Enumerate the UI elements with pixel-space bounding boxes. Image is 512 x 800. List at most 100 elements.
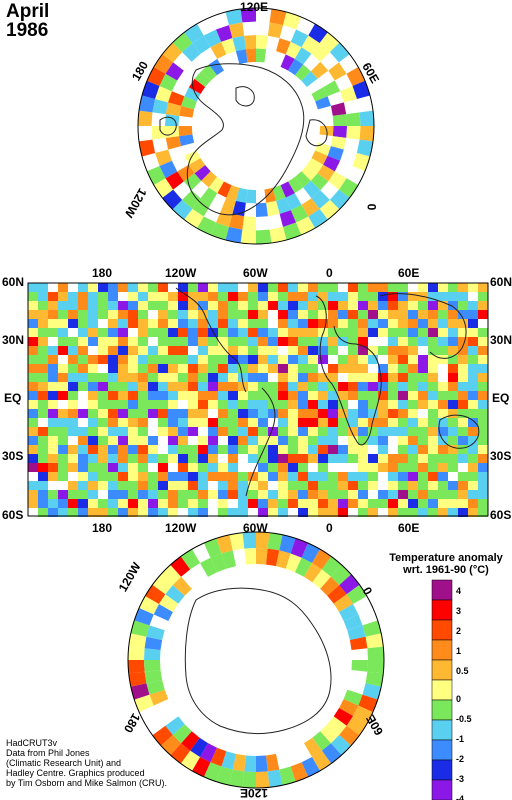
anomaly-cell: [318, 454, 328, 463]
anomaly-cell: [318, 283, 328, 292]
anomaly-cell: [203, 762, 222, 782]
anomaly-cell: [328, 418, 338, 427]
anomaly-cell: [98, 337, 108, 346]
anomaly-cell: [438, 310, 448, 319]
anomaly-cell: [198, 328, 208, 337]
anomaly-cell: [118, 301, 128, 310]
anomaly-cell: [328, 400, 338, 409]
anomaly-cell: [448, 319, 458, 328]
legend-swatch: [431, 579, 453, 601]
anomaly-cell: [301, 165, 318, 181]
anomaly-cell: [88, 400, 98, 409]
anomaly-cell: [138, 382, 148, 391]
anomaly-cell: [177, 164, 195, 182]
anomaly-cell: [130, 620, 150, 637]
anomaly-cell: [248, 346, 258, 355]
anomaly-cell: [256, 548, 268, 565]
anomaly-cell: [328, 472, 338, 481]
anomaly-cell: [478, 454, 488, 463]
anomaly-cell: [298, 346, 308, 355]
anomaly-cell: [288, 337, 298, 346]
anomaly-cell: [378, 292, 388, 301]
anomaly-cell: [288, 481, 298, 490]
anomaly-cell: [28, 391, 38, 400]
anomaly-cell: [128, 373, 138, 382]
anomaly-cell: [388, 454, 398, 463]
anomaly-cell: [328, 436, 338, 445]
anomaly-cell: [238, 382, 248, 391]
anomaly-cell: [198, 445, 208, 454]
anomaly-cell: [418, 508, 428, 517]
anomaly-cell: [288, 490, 298, 499]
anomaly-cell: [242, 532, 256, 549]
anomaly-cell: [278, 481, 288, 490]
anomaly-cell: [388, 481, 398, 490]
anomaly-cell: [188, 328, 198, 337]
anomaly-cell: [28, 355, 38, 364]
anomaly-cell: [218, 355, 228, 364]
anomaly-cell: [258, 364, 268, 373]
anomaly-cell: [378, 418, 388, 427]
anomaly-cell: [288, 346, 298, 355]
anomaly-cell: [229, 769, 245, 788]
anomaly-cell: [139, 95, 156, 113]
anomaly-cell: [179, 134, 195, 147]
anomaly-cell: [368, 418, 378, 427]
anomaly-cell: [408, 409, 418, 418]
anomaly-cell: [388, 319, 398, 328]
anomaly-cell: [108, 508, 118, 517]
anomaly-cell: [238, 445, 248, 454]
anomaly-cell: [248, 400, 258, 409]
anomaly-cell: [298, 427, 308, 436]
anomaly-cell: [68, 409, 78, 418]
anomaly-cell: [338, 355, 348, 364]
anomaly-cell: [388, 355, 398, 364]
anomaly-cell: [478, 409, 488, 418]
anomaly-cell: [228, 301, 238, 310]
anomaly-cell: [468, 373, 478, 382]
anomaly-cell: [301, 757, 320, 777]
anomaly-cell: [338, 319, 348, 328]
anomaly-cell: [98, 499, 108, 508]
anomaly-cell: [348, 382, 358, 391]
anomaly-cell: [128, 337, 138, 346]
anomaly-cell: [278, 454, 288, 463]
anomaly-cell: [418, 400, 428, 409]
anomaly-cell: [339, 725, 360, 746]
anomaly-cell: [278, 301, 288, 310]
anomaly-cell: [418, 418, 428, 427]
anomaly-cell: [458, 301, 468, 310]
anomaly-cell: [78, 382, 88, 391]
anomaly-cell: [218, 427, 228, 436]
anomaly-cell: [438, 355, 448, 364]
anomaly-cell: [238, 400, 248, 409]
anomaly-cell: [108, 283, 118, 292]
anomaly-cell: [328, 508, 338, 517]
anomaly-cell: [318, 481, 328, 490]
anomaly-cell: [328, 481, 338, 490]
anomaly-cell: [448, 283, 458, 292]
anomaly-cell: [58, 283, 68, 292]
anomaly-cell: [98, 382, 108, 391]
anomaly-cell: [98, 346, 108, 355]
anomaly-cell: [148, 499, 158, 508]
anomaly-cell: [138, 337, 148, 346]
anomaly-cell: [68, 454, 78, 463]
anomaly-cell: [208, 490, 218, 499]
anomaly-cell: [458, 292, 468, 301]
anomaly-cell: [458, 445, 468, 454]
anomaly-cell: [358, 445, 368, 454]
anomaly-cell: [28, 373, 38, 382]
anomaly-cell: [198, 337, 208, 346]
anomaly-cell: [298, 490, 308, 499]
anomaly-cell: [478, 427, 488, 436]
anomaly-cell: [478, 436, 488, 445]
anomaly-cell: [280, 181, 295, 198]
anomaly-cell: [88, 427, 98, 436]
anomaly-cell: [128, 346, 138, 355]
anomaly-cell: [288, 409, 298, 418]
anomaly-cell: [188, 391, 198, 400]
anomaly-cell: [118, 481, 128, 490]
world-lat-left-eq: EQ: [4, 391, 22, 405]
anomaly-cell: [78, 319, 88, 328]
